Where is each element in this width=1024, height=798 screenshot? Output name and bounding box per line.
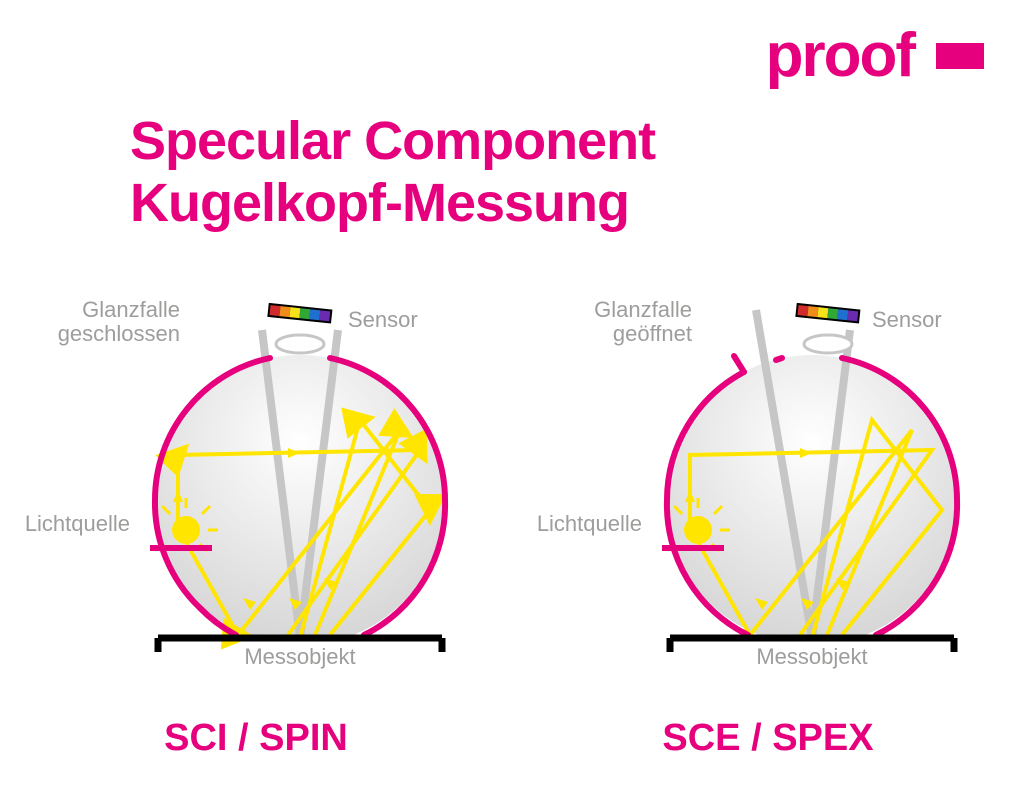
- label-text: geöffnet: [613, 321, 692, 346]
- label-sensor: Sensor: [348, 308, 418, 332]
- label-sensor: Sensor: [872, 308, 942, 332]
- label-lichtquelle: Lichtquelle: [0, 512, 130, 536]
- sensor-icon: [795, 303, 860, 353]
- brand-logo: proof: [766, 20, 984, 91]
- diagram-row: Glanzfalle geschlossen Sensor Lichtquell…: [0, 290, 1024, 760]
- panel-sce: Glanzfalle geöffnet Sensor Lichtquelle M…: [512, 290, 1024, 760]
- label-text: Glanzfalle: [82, 297, 180, 322]
- label-text: Glanzfalle: [594, 297, 692, 322]
- label-messobjekt: Messobjekt: [712, 645, 912, 669]
- title-line1: Specular Component: [130, 110, 655, 172]
- logo-text: proof: [766, 20, 914, 91]
- label-glanzfalle-open: Glanzfalle geöffnet: [547, 298, 692, 346]
- label-glanzfalle-closed: Glanzfalle geschlossen: [35, 298, 180, 346]
- panel-sci: Glanzfalle geschlossen Sensor Lichtquell…: [0, 290, 512, 760]
- panel-title-sci: SCI / SPIN: [0, 717, 512, 760]
- title-line2: Kugelkopf-Messung: [130, 172, 655, 234]
- logo-bar: [936, 43, 984, 69]
- panel-title-sce: SCE / SPEX: [512, 717, 1024, 760]
- label-text: geschlossen: [58, 321, 180, 346]
- label-messobjekt: Messobjekt: [200, 645, 400, 669]
- sensor-icon: [267, 303, 332, 353]
- label-lichtquelle: Lichtquelle: [512, 512, 642, 536]
- page-title: Specular Component Kugelkopf-Messung: [130, 110, 655, 234]
